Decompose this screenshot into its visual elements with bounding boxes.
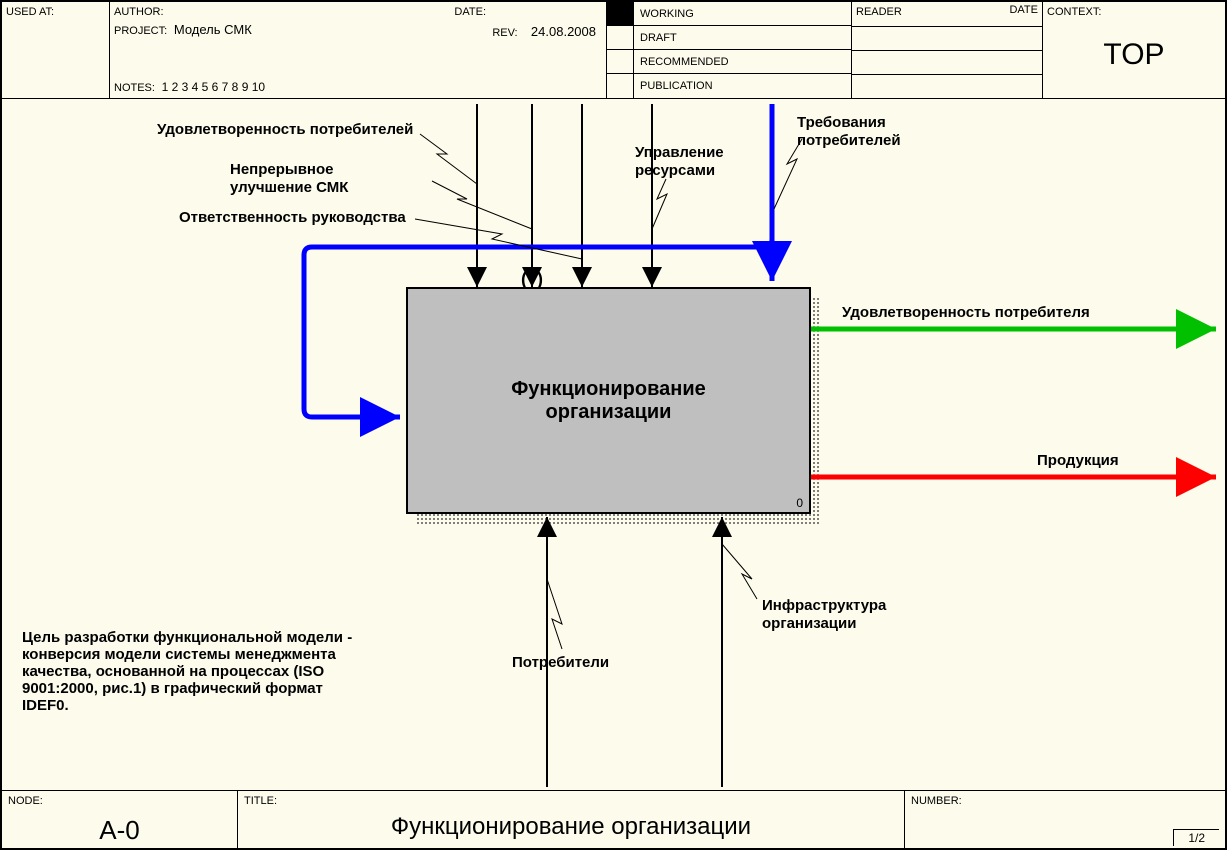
rev-value: 24.08.2008 xyxy=(531,24,596,39)
reader-date-label: DATE xyxy=(1009,4,1038,16)
context-label: CONTEXT: xyxy=(1047,6,1101,18)
status-working: WORKING xyxy=(634,8,694,20)
control-label-4b: ресурсами xyxy=(635,162,715,179)
control-label-3: Ответственность руководства xyxy=(179,209,406,226)
mechanism-label-2a: Инфраструктура xyxy=(762,597,886,614)
status-publication: PUBLICATION xyxy=(634,80,713,92)
header-reader-cell: READER DATE xyxy=(852,2,1043,98)
control-label-1: Удовлетворенность потребителей xyxy=(157,121,413,138)
control-label-5b: потребителей xyxy=(797,132,901,149)
status-box xyxy=(607,26,634,49)
notes-label: NOTES: xyxy=(114,82,155,94)
status-recommended: RECOMMENDED xyxy=(634,56,729,68)
rev-label: REV: xyxy=(492,27,517,39)
header-status-cell: WORKING DRAFT RECOMMENDED PUBLICATION xyxy=(607,2,852,98)
author-label: AUTHOR: xyxy=(114,6,164,18)
box-label-line2: организации xyxy=(511,401,706,424)
reader-label: READER xyxy=(856,6,902,18)
footer-number-cell: NUMBER: 1/2 xyxy=(905,791,1225,848)
box-number: 0 xyxy=(796,496,803,510)
header-author-cell: AUTHOR: PROJECT: Модель СМК DATE: REV: 2… xyxy=(110,2,607,98)
box-label-line1: Функционирование xyxy=(511,378,706,401)
usedat-label: USED AT: xyxy=(6,6,54,18)
mechanism-label-1: Потребители xyxy=(512,654,609,671)
status-draft: DRAFT xyxy=(634,32,677,44)
control-label-4a: Управление xyxy=(635,144,724,161)
status-row: RECOMMENDED xyxy=(607,50,851,74)
header-context-cell: CONTEXT: TOP xyxy=(1043,2,1225,98)
project-value: Модель СМК xyxy=(174,22,252,37)
footer-node-cell: NODE: A-0 xyxy=(2,791,238,848)
mechanism-label-2b: организации xyxy=(762,615,856,632)
node-value: A-0 xyxy=(8,815,231,846)
notes-value: 1 2 3 4 5 6 7 8 9 10 xyxy=(162,80,265,94)
status-box-filled xyxy=(607,2,634,25)
diagram-canvas: ( ) Функционирование организации 0 xyxy=(2,99,1225,790)
output-label-2: Продукция xyxy=(1037,452,1119,469)
context-value: TOP xyxy=(1047,38,1221,72)
svg-text:( ): ( ) xyxy=(521,269,543,289)
footer-title-cell: TITLE: Функционирование организации xyxy=(238,791,905,848)
title-label: TITLE: xyxy=(244,795,277,807)
page-number: 1/2 xyxy=(1173,829,1219,846)
footer-frame: NODE: A-0 TITLE: Функционирование органи… xyxy=(2,790,1225,848)
activity-box: Функционирование организации 0 xyxy=(406,287,811,514)
header-usedat-cell: USED AT: xyxy=(2,2,110,98)
status-box xyxy=(607,74,634,98)
control-label-5a: Требования xyxy=(797,114,886,131)
title-value: Функционирование организации xyxy=(244,813,898,841)
status-row: WORKING xyxy=(607,2,851,26)
output-label-1: Удовлетворенность потребителя xyxy=(842,304,1090,321)
project-label: PROJECT: xyxy=(114,25,167,37)
number-label: NUMBER: xyxy=(911,795,962,807)
idef0-page: USED AT: AUTHOR: PROJECT: Модель СМК DAT… xyxy=(0,0,1227,850)
node-label: NODE: xyxy=(8,795,43,807)
control-label-2a: Непрерывное xyxy=(230,161,334,178)
status-row: DRAFT xyxy=(607,26,851,50)
control-label-2b: улучшение СМК xyxy=(230,179,348,196)
status-row: PUBLICATION xyxy=(607,74,851,98)
description-text: Цель разработки функциональной модели - … xyxy=(22,629,362,714)
date-label: DATE: xyxy=(454,6,486,18)
header-frame: USED AT: AUTHOR: PROJECT: Модель СМК DAT… xyxy=(2,2,1225,99)
status-box xyxy=(607,50,634,73)
